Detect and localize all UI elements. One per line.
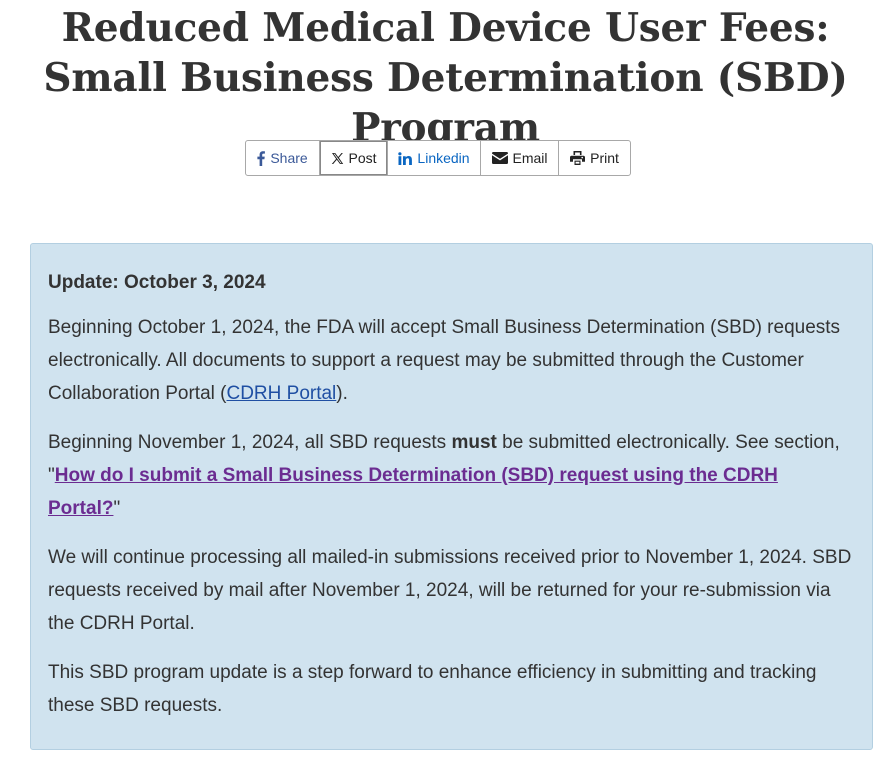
alert-paragraph-program-update: This SBD program update is a step forwar… (48, 662, 817, 716)
print-button[interactable]: Print (559, 141, 630, 175)
x-post-button[interactable]: Post (320, 141, 388, 175)
cdrh-portal-link[interactable]: CDRH Portal (226, 383, 337, 404)
facebook-icon (257, 150, 266, 166)
email-share-button[interactable]: Email (481, 141, 559, 175)
page-title: Reduced Medical Device User Fees: Small … (43, 5, 848, 151)
linkedin-share-button[interactable]: Linkedin (388, 141, 481, 175)
how-to-submit-sbd-link[interactable]: How do I submit a Small Business Determi… (48, 465, 778, 519)
alert-paragraph-mandatory-electronic: Beginning November 1, 2024, all SBD requ… (48, 426, 855, 525)
share-toolbar: Share Post Linkedin Email Print (245, 140, 631, 176)
x-post-label: Post (348, 150, 377, 166)
print-label: Print (590, 150, 619, 166)
alert-paragraph-mailed-submissions: We will continue processing all mailed-i… (48, 547, 852, 634)
para2-text-after: " (113, 498, 121, 519)
printer-icon (570, 151, 586, 165)
para2-text-before: Beginning November 1, 2024, all SBD requ… (48, 432, 452, 453)
linkedin-icon (398, 151, 413, 165)
envelope-icon (491, 152, 508, 164)
facebook-share-button[interactable]: Share (246, 141, 320, 175)
para1-text-after: ). (336, 383, 348, 404)
x-icon (331, 152, 344, 165)
must-emphasis: must (451, 432, 497, 453)
alert-heading: Update: October 3, 2024 (48, 272, 266, 293)
facebook-share-label: Share (270, 150, 308, 166)
email-share-label: Email (512, 150, 548, 166)
para1-text-before: Beginning October 1, 2024, the FDA will … (48, 317, 841, 404)
para2-text-middle: be submitted electronically. See section… (48, 432, 840, 486)
alert-paragraph-electronic-acceptance: Beginning October 1, 2024, the FDA will … (48, 311, 855, 410)
update-alert-box: Update: October 3, 2024 Beginning Octobe… (30, 243, 873, 750)
linkedin-share-label: Linkedin (417, 150, 470, 166)
